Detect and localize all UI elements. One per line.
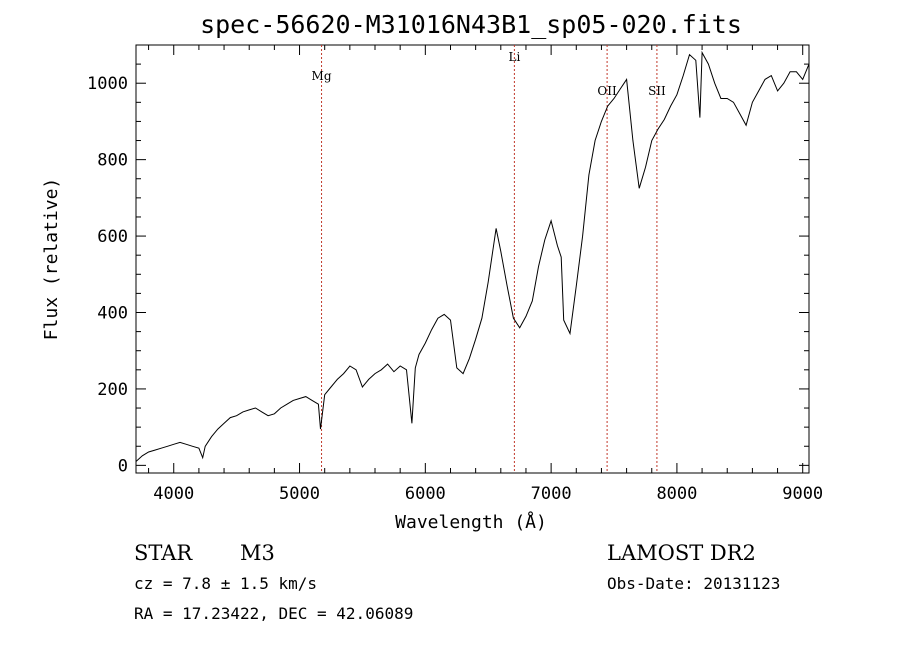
x-tick-label: 4000 xyxy=(153,484,194,504)
survey-name: LAMOST DR2 xyxy=(607,541,756,565)
spectral-line-label: OII xyxy=(597,84,617,98)
spectral-lines: Mg Li OII SII xyxy=(312,45,666,473)
y-tick-label: 400 xyxy=(97,304,128,324)
redshift-cz: cz = 7.8 ± 1.5 km/s xyxy=(134,574,317,593)
spectral-line-label: Mg xyxy=(312,69,332,83)
y-tick-label: 200 xyxy=(97,380,128,400)
y-axis: 0 200 400 600 800 1000 xyxy=(87,44,809,476)
x-axis: 4000 5000 6000 7000 8000 9000 xyxy=(148,45,823,504)
plot-area: 4000 5000 6000 7000 8000 9000 0 200 400 600 800 10… xyxy=(87,44,823,504)
x-tick-label: 9000 xyxy=(782,484,823,504)
spectrum-series-line xyxy=(135,50,810,462)
plot-frame xyxy=(135,44,810,474)
y-tick-label: 600 xyxy=(97,227,128,247)
info-panel: STAR M3 cz = 7.8 ± 1.5 km/s RA = 17.2342… xyxy=(134,541,780,623)
x-tick-label: 8000 xyxy=(656,484,697,504)
y-tick-label: 0 xyxy=(118,456,128,476)
y-tick-label: 1000 xyxy=(87,74,128,94)
x-tick-label: 5000 xyxy=(279,484,320,504)
y-axis-label: Flux (relative) xyxy=(41,178,62,341)
object-class: STAR xyxy=(134,541,193,565)
x-tick-label: 6000 xyxy=(405,484,446,504)
object-subclass: M3 xyxy=(240,541,275,565)
spectral-line-label: Li xyxy=(508,50,520,64)
spectral-line-label: SII xyxy=(648,84,666,98)
coordinates: RA = 17.23422, DEC = 42.06089 xyxy=(134,604,413,623)
y-tick-label: 800 xyxy=(97,151,128,171)
x-axis-label: Wavelength (Å) xyxy=(395,511,547,533)
observation-date: Obs-Date: 20131123 xyxy=(607,574,780,593)
x-tick-label: 7000 xyxy=(531,484,572,504)
chart-title: spec-56620-M31016N43B1_sp05-020.fits xyxy=(200,10,742,39)
